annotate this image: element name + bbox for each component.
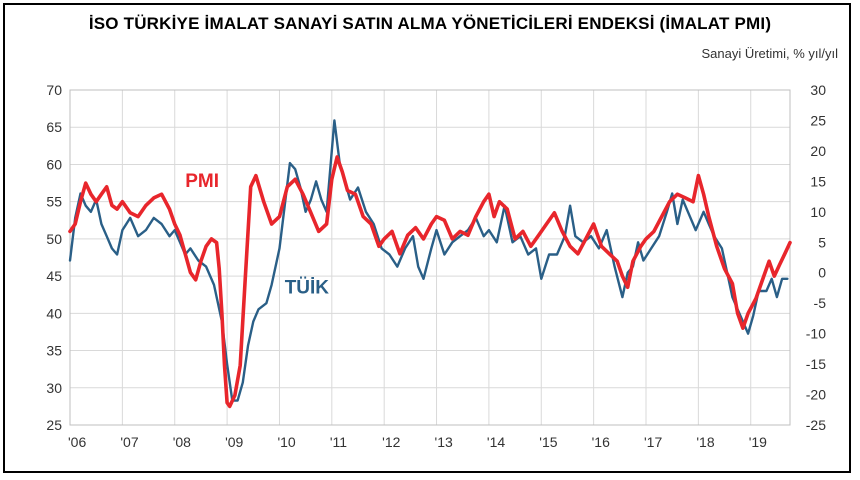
left-tick-label: 45	[46, 268, 62, 284]
series-lines	[68, 119, 792, 409]
right-tick-label: 5	[818, 234, 826, 250]
left-tick-label: 25	[46, 417, 62, 433]
chart-subtitle: Sanayi Üretimi, % yıl/yıl	[701, 46, 838, 61]
series-line-pmi	[68, 155, 792, 409]
chart-title: İSO TÜRKİYE İMALAT SANAYİ SATIN ALMA YÖN…	[88, 14, 772, 33]
x-tick-label: '17	[644, 434, 662, 450]
right-tick-label: 25	[810, 112, 826, 128]
right-tick-label: -15	[806, 356, 826, 372]
series-label-tuik: TÜİK	[285, 277, 330, 298]
right-tick-label: -25	[806, 417, 826, 433]
left-tick-label: 55	[46, 194, 62, 210]
x-tick-label: '16	[592, 434, 610, 450]
left-tick-label: 60	[46, 156, 62, 172]
series-line-tuik	[68, 119, 789, 402]
right-tick-label: -5	[814, 295, 827, 311]
x-tick-label: '14	[487, 434, 505, 450]
right-tick-label: 10	[810, 204, 826, 220]
x-tick-label: '11	[330, 434, 347, 450]
left-axis-ticks: 25 30 35 40 45 50 55 60 65 70	[46, 82, 62, 433]
chart-frame	[3, 3, 851, 473]
x-tick-label: '06	[68, 434, 86, 450]
left-tick-label: 40	[46, 305, 62, 321]
x-tick-label: '08	[173, 434, 191, 450]
right-tick-label: 15	[810, 173, 826, 189]
x-tick-label: '19	[749, 434, 767, 450]
x-tick-label: '13	[435, 434, 453, 450]
right-axis-ticks: -25 -20 -15 -10 -5 0 5 10 15 20 25 30	[806, 82, 826, 433]
left-tick-label: 50	[46, 231, 62, 247]
x-tick-label: '18	[696, 434, 714, 450]
x-axis-ticks: '06 '07 '08 '09 '10 '11 '12 '13 '14 '15 '16 '17 '18 '…	[68, 434, 767, 450]
left-tick-label: 30	[46, 380, 62, 396]
right-tick-label: -20	[806, 387, 826, 403]
left-tick-label: 65	[46, 119, 62, 135]
x-tick-label: '12	[382, 434, 400, 450]
series-label-pmi: PMI	[185, 171, 219, 192]
right-tick-label: 20	[810, 143, 826, 159]
right-tick-label: -10	[806, 326, 826, 342]
right-tick-label: 30	[810, 82, 826, 98]
x-tick-label: '09	[225, 434, 243, 450]
x-tick-label: '07	[120, 434, 138, 450]
right-tick-label: 0	[818, 265, 826, 281]
left-tick-label: 70	[46, 82, 62, 98]
x-tick-label: '15	[539, 434, 557, 450]
left-tick-label: 35	[46, 343, 62, 359]
x-tick-label: '10	[277, 434, 295, 450]
